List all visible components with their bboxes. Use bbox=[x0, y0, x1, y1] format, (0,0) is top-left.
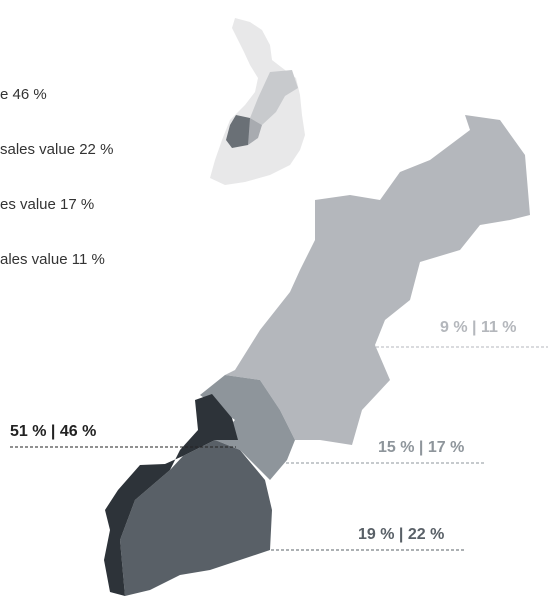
region-label: 15 % | 17 % bbox=[378, 439, 464, 456]
region-mid-dark bbox=[120, 440, 272, 596]
region-medium bbox=[200, 375, 295, 480]
legend-item: ales value 11 % bbox=[0, 251, 105, 268]
legend-item: sales value 22 % bbox=[0, 141, 113, 158]
region-label: 9 % | 11 % bbox=[440, 319, 517, 336]
region-label: 19 % | 22 % bbox=[358, 526, 444, 543]
region-light bbox=[225, 115, 530, 445]
inset-region-light bbox=[250, 70, 298, 125]
legend-item: e 46 % bbox=[0, 86, 47, 103]
inset-map bbox=[210, 18, 305, 185]
legend-item: es value 17 % bbox=[0, 196, 94, 213]
inset-region-dark bbox=[226, 115, 250, 148]
region-dark bbox=[104, 394, 238, 596]
region-label: 51 % | 46 % bbox=[10, 423, 96, 440]
